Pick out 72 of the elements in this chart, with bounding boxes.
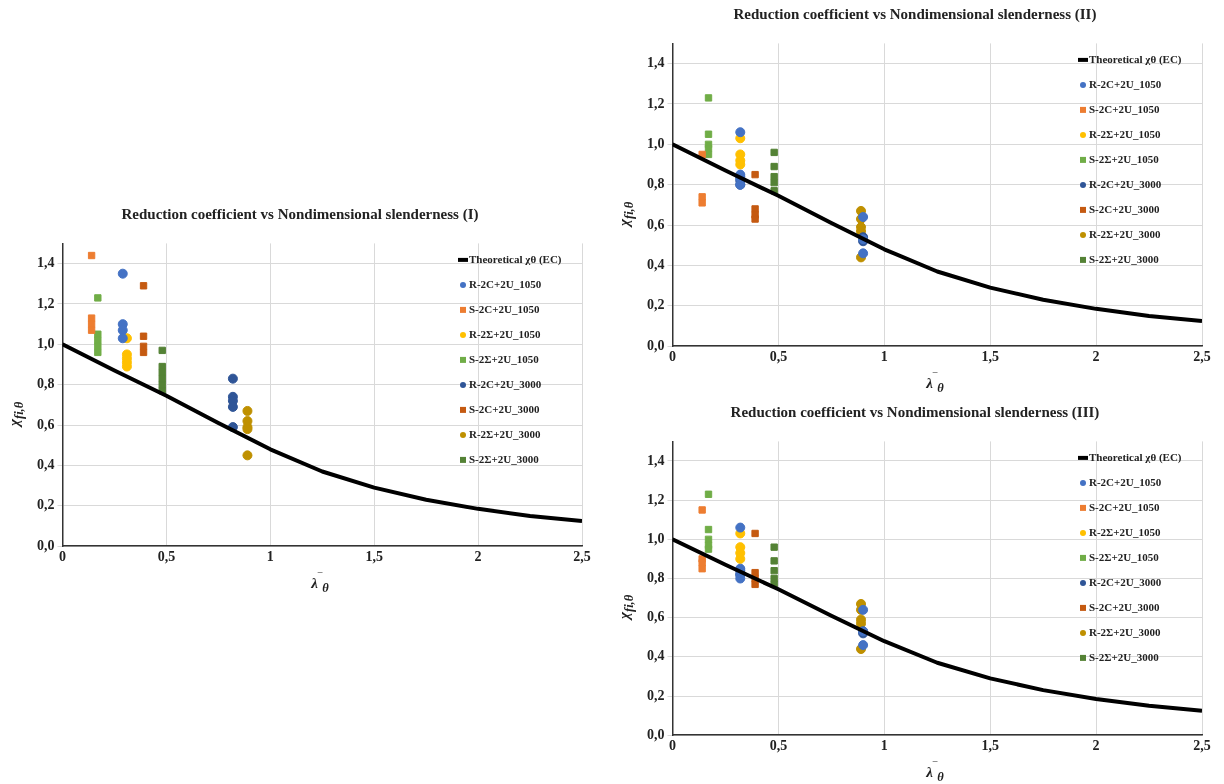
x-tick-label: 1 bbox=[266, 549, 274, 565]
legend-label: R-2Σ+2U_1050 bbox=[1089, 525, 1162, 538]
chart-title: Reduction coefficient vs Nondimensional slenderness (I) bbox=[120, 206, 480, 223]
legend-label: R-2Σ+2U_3000 bbox=[1089, 625, 1162, 638]
y-tick-label: 1,0 bbox=[37, 335, 55, 351]
x-tick-label: 1,5 bbox=[981, 349, 999, 365]
legend-label: S-2Σ+2U_1050 bbox=[1089, 550, 1160, 563]
legend-label: S-2C+2U_1050 bbox=[469, 302, 540, 315]
legend-label: S-2C+2U_1050 bbox=[1089, 102, 1160, 115]
x-tick-label: 2 bbox=[1092, 738, 1100, 754]
x-tick-label: 0,5 bbox=[769, 349, 788, 365]
legend-label: R-2Σ+2U_1050 bbox=[469, 327, 542, 340]
y-tick-label: 0,8 bbox=[647, 176, 665, 192]
y-tick-label: 1,4 bbox=[37, 255, 55, 271]
legend-label: R-2C+2U_3000 bbox=[1089, 177, 1162, 190]
y-tick-label: 0,8 bbox=[647, 570, 665, 586]
x-tick-label: 0,5 bbox=[157, 549, 176, 565]
y-tick-label: 0,2 bbox=[647, 297, 665, 313]
y-tick-label: 1,0 bbox=[647, 530, 665, 546]
y-tick-label: 1,2 bbox=[647, 95, 665, 111]
y-tick-label: 0,6 bbox=[647, 216, 665, 232]
legend-label: R-2C+2U_3000 bbox=[469, 377, 542, 390]
legend-label: S-2C+2U_1050 bbox=[1089, 500, 1160, 513]
x-tick-label: 1 bbox=[880, 738, 888, 754]
legend-label: S-2Σ+2U_1050 bbox=[469, 352, 540, 365]
legend-label: S-2C+2U_3000 bbox=[1089, 600, 1160, 613]
legend-label: S-2Σ+2U_3000 bbox=[469, 452, 540, 465]
y-tick-label: 1,4 bbox=[647, 55, 665, 71]
x-tick-label: 0 bbox=[669, 738, 676, 754]
legend-label: Theoretical χθ (EC) bbox=[469, 252, 562, 266]
y-tick-label: 0,6 bbox=[647, 609, 665, 625]
y-tick-label: 1,0 bbox=[647, 135, 665, 151]
x-tick-label: 1 bbox=[880, 349, 888, 365]
x-tick-label: 0 bbox=[669, 349, 676, 365]
x-tick-label: 2 bbox=[474, 549, 482, 565]
legend-label: R-2C+2U_3000 bbox=[1089, 575, 1162, 588]
x-tick-label: 1,5 bbox=[981, 738, 999, 754]
y-tick-label: 0,2 bbox=[647, 687, 665, 703]
y-tick-label: 0,0 bbox=[647, 726, 665, 742]
y-tick-label: 0,0 bbox=[647, 337, 665, 353]
x-tick-label: 2 bbox=[1092, 349, 1100, 365]
y-tick-label: 0,4 bbox=[37, 457, 55, 473]
legend-label: R-2Σ+2U_3000 bbox=[469, 427, 542, 440]
legend-label: R-2Σ+2U_3000 bbox=[1089, 227, 1162, 240]
x-tick-label: 0 bbox=[59, 549, 66, 565]
legend-label: Theoretical χθ (EC) bbox=[1089, 52, 1182, 66]
chart-title: Reduction coefficient vs Nondimensional slenderness (III) bbox=[729, 404, 1101, 421]
legend-label: S-2C+2U_3000 bbox=[1089, 202, 1160, 215]
x-tick-label: 0,5 bbox=[769, 738, 788, 754]
legend-label: R-2C+2U_1050 bbox=[1089, 475, 1162, 488]
y-tick-label: 0,6 bbox=[37, 416, 55, 432]
legend-label: R-2Σ+2U_1050 bbox=[1089, 127, 1162, 140]
y-tick-label: 1,2 bbox=[647, 491, 665, 507]
y-tick-label: 0,4 bbox=[647, 648, 665, 664]
legend-label: S-2Σ+2U_3000 bbox=[1089, 252, 1160, 265]
x-tick-label: 1,5 bbox=[365, 549, 383, 565]
y-tick-label: 0,8 bbox=[37, 376, 55, 392]
legend-label: R-2C+2U_1050 bbox=[1089, 77, 1162, 90]
y-tick-label: 0,4 bbox=[647, 257, 665, 273]
x-tick-label: 2,5 bbox=[1193, 738, 1211, 754]
y-tick-label: 0,0 bbox=[37, 537, 55, 553]
y-tick-label: 1,4 bbox=[647, 452, 665, 468]
y-tick-label: 1,2 bbox=[37, 295, 55, 311]
legend-label: S-2Σ+2U_1050 bbox=[1089, 152, 1160, 165]
x-tick-label: 2,5 bbox=[1193, 349, 1211, 365]
legend-label: S-2C+2U_3000 bbox=[469, 402, 540, 415]
x-tick-label: 2,5 bbox=[573, 549, 591, 565]
chart-title: Reduction coefficient vs Nondimensional slenderness (II) bbox=[732, 6, 1098, 23]
legend-label: S-2Σ+2U_3000 bbox=[1089, 650, 1160, 663]
legend-label: Theoretical χθ (EC) bbox=[1089, 450, 1182, 464]
legend-label: R-2C+2U_1050 bbox=[469, 277, 542, 290]
y-tick-label: 0,2 bbox=[37, 497, 55, 513]
